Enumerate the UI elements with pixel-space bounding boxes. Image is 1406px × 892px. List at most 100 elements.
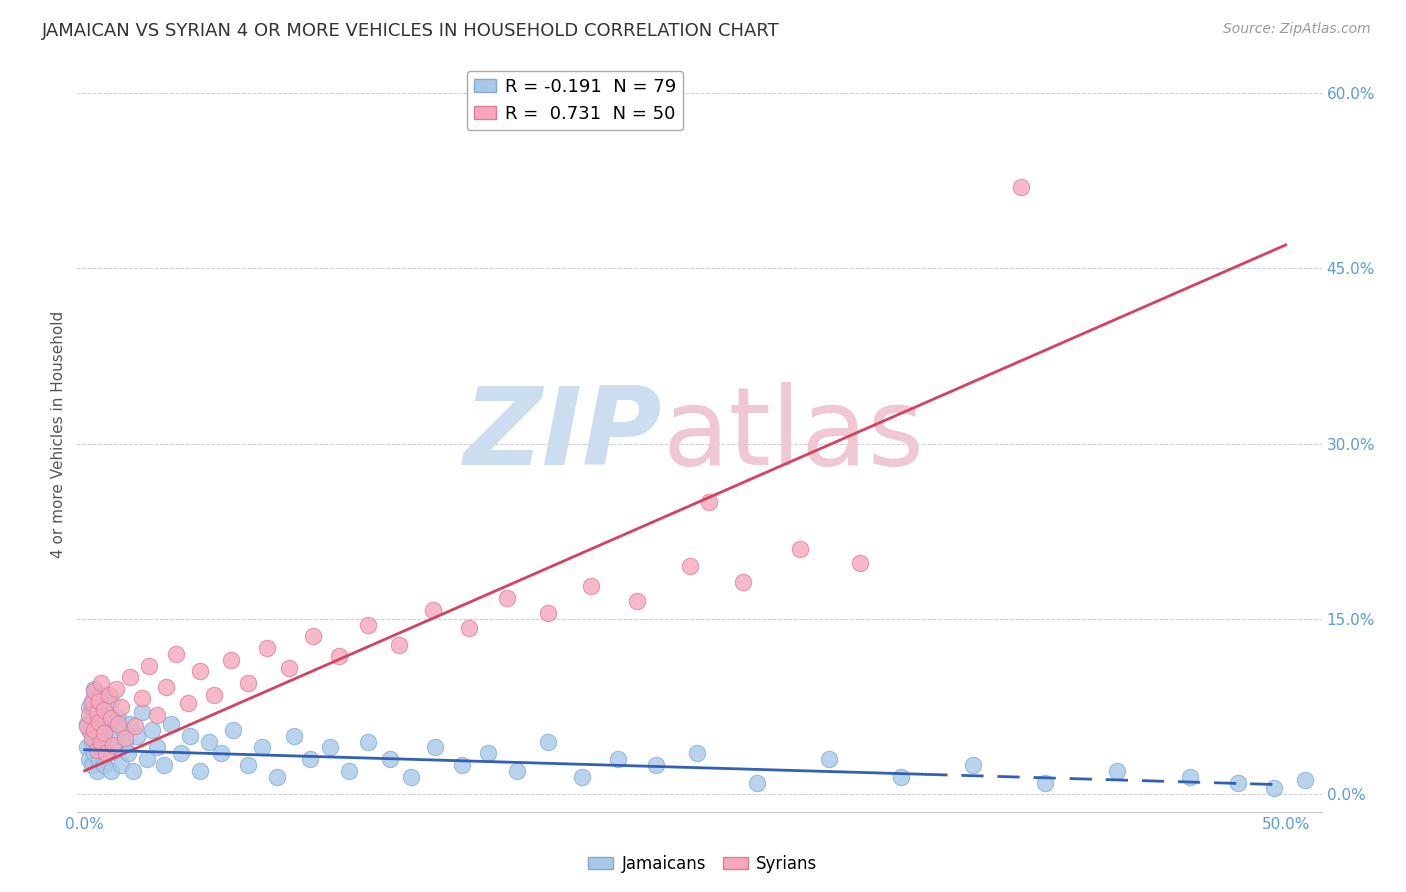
Point bbox=[103, 738, 125, 752]
Point bbox=[357, 734, 380, 748]
Point bbox=[138, 658, 160, 673]
Point bbox=[117, 746, 139, 760]
Point bbox=[571, 770, 593, 784]
Point bbox=[357, 617, 380, 632]
Point bbox=[104, 681, 127, 696]
Point bbox=[127, 729, 149, 743]
Point bbox=[100, 694, 122, 708]
Point bbox=[93, 706, 115, 720]
Point bbox=[256, 641, 278, 656]
Legend: Jamaicans, Syrians: Jamaicans, Syrians bbox=[582, 848, 824, 880]
Point bbox=[679, 559, 702, 574]
Point bbox=[188, 764, 211, 778]
Point bbox=[1178, 770, 1201, 784]
Point bbox=[83, 706, 105, 720]
Point bbox=[1035, 775, 1057, 789]
Point bbox=[103, 729, 125, 743]
Point bbox=[236, 758, 259, 772]
Point bbox=[222, 723, 245, 737]
Point bbox=[96, 734, 118, 748]
Point bbox=[165, 647, 187, 661]
Point bbox=[477, 746, 499, 760]
Point bbox=[731, 574, 754, 589]
Point bbox=[83, 723, 105, 737]
Point bbox=[80, 731, 103, 745]
Point bbox=[506, 764, 529, 778]
Point bbox=[153, 758, 176, 772]
Point bbox=[697, 495, 720, 509]
Point bbox=[87, 714, 110, 729]
Point bbox=[79, 752, 101, 766]
Point bbox=[236, 676, 259, 690]
Point bbox=[450, 758, 472, 772]
Point bbox=[96, 746, 118, 760]
Point bbox=[100, 764, 122, 778]
Point bbox=[121, 764, 143, 778]
Point bbox=[79, 723, 101, 737]
Point bbox=[581, 579, 603, 593]
Point bbox=[124, 719, 146, 733]
Point bbox=[86, 729, 108, 743]
Point bbox=[252, 740, 274, 755]
Point bbox=[1107, 764, 1129, 778]
Point bbox=[80, 696, 103, 710]
Point bbox=[849, 556, 872, 570]
Point bbox=[422, 602, 444, 616]
Point bbox=[266, 770, 288, 784]
Point bbox=[114, 734, 136, 748]
Point bbox=[962, 758, 984, 772]
Point bbox=[145, 740, 167, 755]
Point bbox=[87, 699, 110, 714]
Text: Source: ZipAtlas.com: Source: ZipAtlas.com bbox=[1223, 22, 1371, 37]
Point bbox=[86, 711, 108, 725]
Point bbox=[645, 758, 668, 772]
Point bbox=[399, 770, 422, 784]
Point bbox=[90, 676, 112, 690]
Point bbox=[90, 740, 112, 755]
Point bbox=[79, 707, 101, 722]
Point bbox=[97, 688, 120, 702]
Point bbox=[86, 706, 108, 720]
Legend: R = -0.191  N = 79, R =  0.731  N = 50: R = -0.191 N = 79, R = 0.731 N = 50 bbox=[467, 70, 683, 130]
Point bbox=[496, 591, 519, 605]
Point bbox=[97, 746, 120, 760]
Point bbox=[318, 740, 340, 755]
Point bbox=[145, 707, 167, 722]
Point bbox=[789, 541, 811, 556]
Point bbox=[97, 711, 120, 725]
Point bbox=[328, 649, 350, 664]
Point bbox=[537, 606, 560, 620]
Point bbox=[606, 752, 628, 766]
Point bbox=[80, 694, 103, 708]
Point bbox=[378, 752, 401, 766]
Point bbox=[283, 729, 305, 743]
Point bbox=[76, 717, 98, 731]
Point bbox=[1226, 775, 1249, 789]
Point bbox=[114, 731, 136, 745]
Point bbox=[425, 740, 447, 755]
Point bbox=[111, 723, 134, 737]
Point bbox=[80, 758, 103, 772]
Point bbox=[80, 734, 103, 748]
Point bbox=[86, 743, 108, 757]
Point bbox=[93, 726, 115, 740]
Point bbox=[301, 629, 323, 643]
Point bbox=[1294, 773, 1316, 788]
Point bbox=[87, 752, 110, 766]
Point bbox=[299, 752, 322, 766]
Point bbox=[818, 752, 841, 766]
Point bbox=[1010, 179, 1032, 194]
Point bbox=[100, 711, 122, 725]
Point bbox=[202, 688, 225, 702]
Point bbox=[537, 734, 560, 748]
Point bbox=[277, 661, 299, 675]
Y-axis label: 4 or more Vehicles in Household: 4 or more Vehicles in Household bbox=[51, 311, 66, 558]
Point bbox=[87, 723, 110, 737]
Point bbox=[86, 764, 108, 778]
Point bbox=[388, 638, 411, 652]
Point bbox=[90, 717, 112, 731]
Point bbox=[83, 746, 105, 760]
Point bbox=[747, 775, 769, 789]
Point bbox=[93, 758, 115, 772]
Point bbox=[96, 723, 118, 737]
